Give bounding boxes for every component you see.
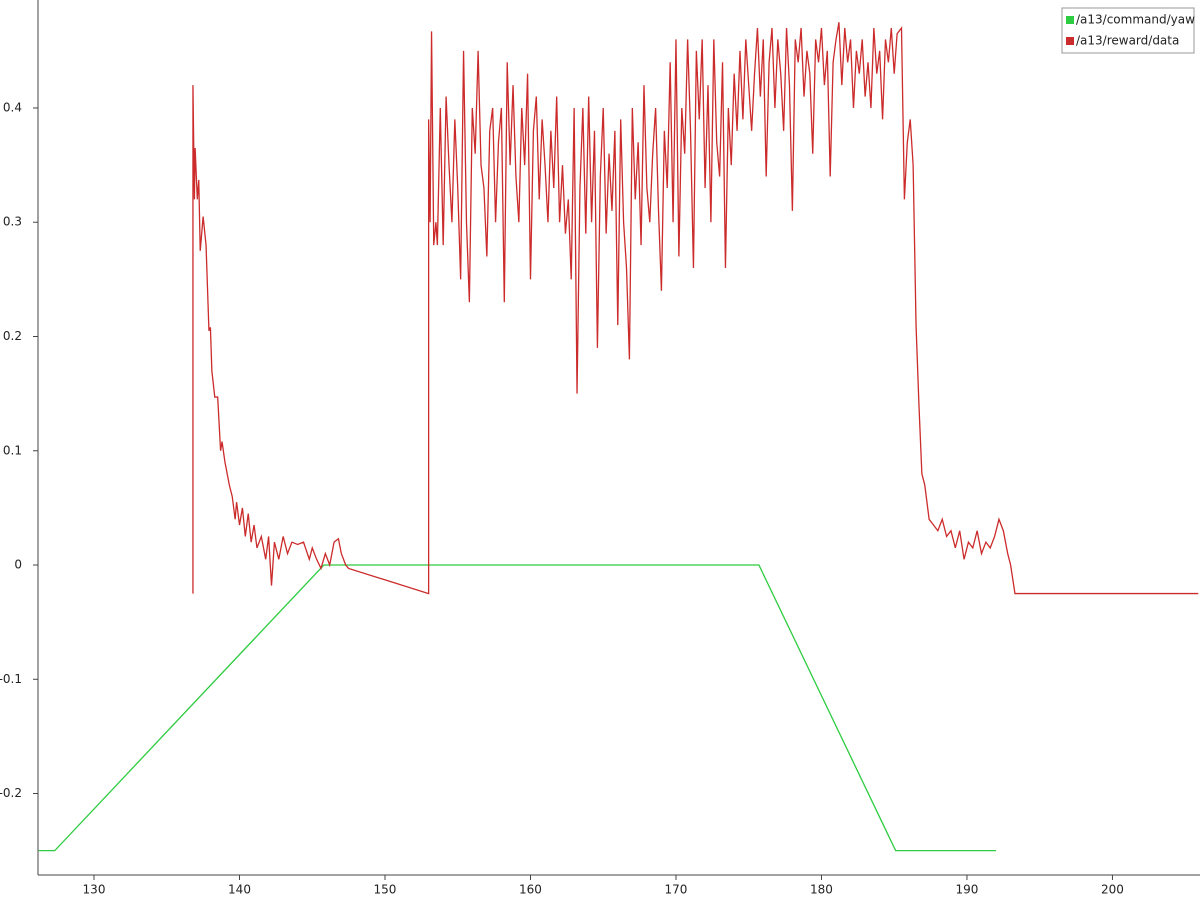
y-tick-label: 0.2	[3, 329, 22, 343]
y-tick-label: -0.1	[0, 672, 22, 686]
y-tick-label: -0.2	[0, 786, 22, 800]
legend-swatch	[1066, 16, 1074, 24]
legend-swatch	[1066, 37, 1074, 45]
series-line	[38, 564, 997, 852]
legend: /a13/command/yaw/a13/reward/data	[1061, 7, 1195, 54]
legend-box	[1061, 7, 1195, 54]
x-tick-label: 200	[1101, 883, 1124, 897]
y-tick-label: 0.3	[3, 215, 22, 229]
y-tick-label: 0.1	[3, 443, 22, 457]
x-tick-label: 170	[665, 883, 688, 897]
x-tick-label: 130	[83, 883, 106, 897]
x-tick-label: 150	[374, 883, 397, 897]
legend-label: /a13/reward/data	[1076, 34, 1179, 48]
series-line	[192, 22, 1199, 595]
x-tick-label: 180	[810, 883, 833, 897]
y-tick-label: 0	[14, 558, 22, 572]
y-tick-label: 0.4	[3, 100, 22, 114]
x-tick-label: 160	[519, 883, 542, 897]
x-tick-label: 140	[228, 883, 251, 897]
x-tick-label: 190	[956, 883, 979, 897]
legend-label: /a13/command/yaw	[1076, 13, 1195, 27]
